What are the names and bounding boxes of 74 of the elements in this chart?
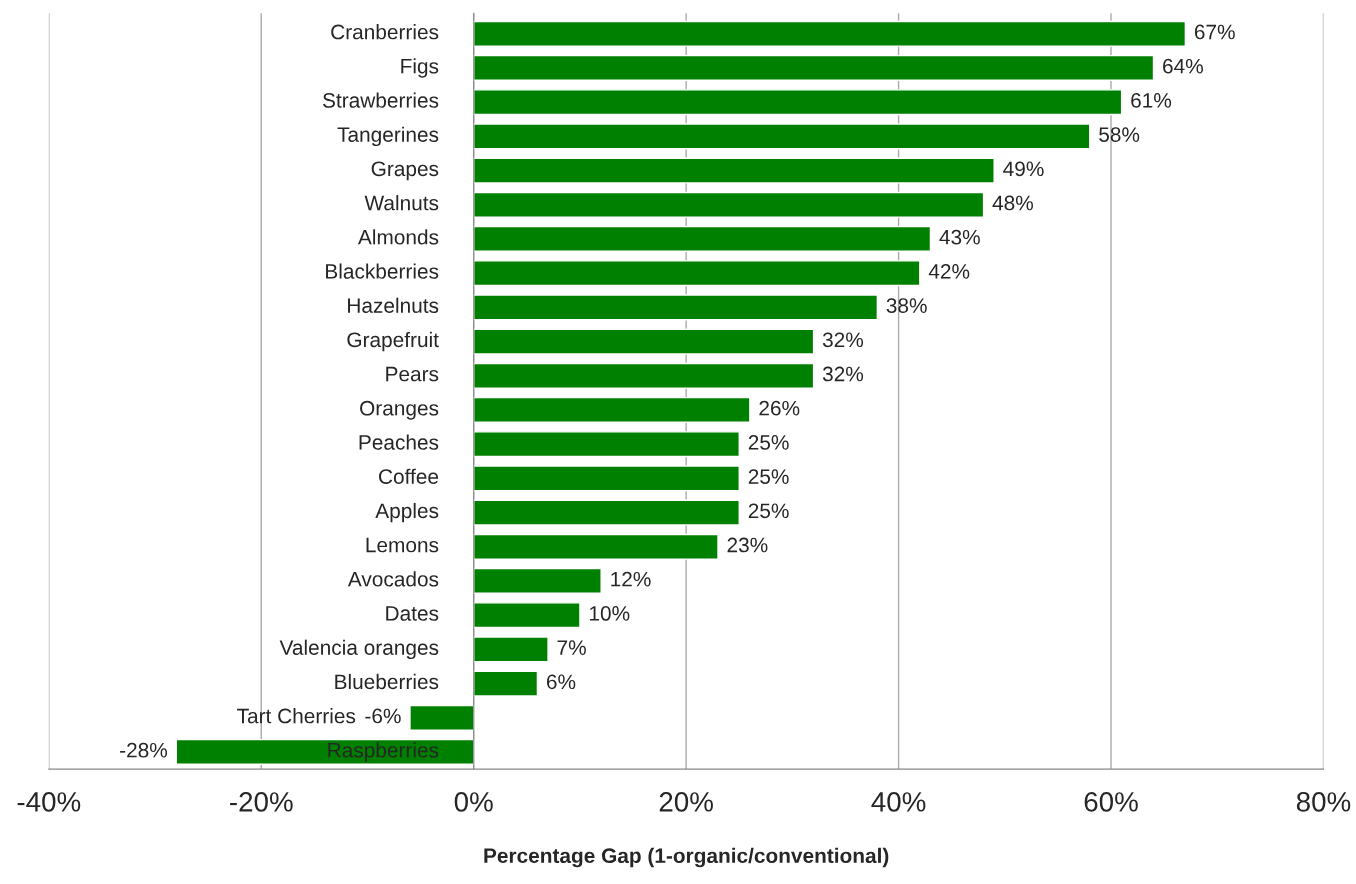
bar (473, 670, 539, 697)
x-axis-title: Percentage Gap (1-organic/conventional) (484, 847, 889, 868)
bar (473, 431, 740, 458)
data-label: 61% (1131, 93, 1172, 108)
data-label: 64% (1163, 58, 1203, 74)
bar (473, 20, 1187, 47)
bar (409, 704, 475, 731)
data-label: 43% (939, 229, 980, 245)
y-tick-label: Peaches (359, 434, 439, 450)
y-tick-label: Almonds (357, 229, 439, 245)
y-tick-label: Oranges (360, 400, 439, 420)
bar (473, 157, 995, 184)
y-tick-label: Tart Cherries (237, 708, 356, 724)
x-tick-label: 40% (871, 792, 926, 812)
data-label: 12% (611, 571, 651, 587)
x-tick-label: -40% (17, 792, 81, 812)
y-tick-label: Figs (401, 58, 439, 78)
data-label: -28% (120, 742, 168, 758)
y-tick-label: Grapefruit (347, 331, 439, 352)
data-label: 32% (822, 332, 864, 348)
y-tick-label: Grapes (371, 161, 439, 181)
bar (473, 54, 1155, 81)
data-label: 25% (748, 503, 789, 519)
y-tick-label: Walnuts (364, 195, 439, 211)
bar (473, 396, 751, 423)
x-tick-label: -20% (230, 792, 293, 812)
bar (473, 89, 1123, 116)
bar (473, 294, 879, 321)
bar (473, 499, 740, 526)
y-tick-label: Dates (386, 606, 439, 621)
data-label: 25% (748, 435, 789, 450)
bar (473, 362, 815, 389)
data-label: 58% (1099, 127, 1140, 142)
bar (473, 123, 1091, 150)
y-tick-label: Coffee (379, 468, 439, 484)
x-tick-label: 80% (1296, 792, 1351, 812)
data-label: 7% (557, 640, 586, 655)
bar (473, 465, 740, 492)
data-label: 67% (1194, 24, 1235, 40)
y-tick-label: Tangerines (337, 126, 439, 147)
y-tick-label: Pears (386, 366, 439, 382)
y-tick-label: Raspberries (328, 742, 439, 762)
data-label: 26% (759, 400, 800, 416)
y-tick-label: Blueberries (335, 673, 439, 690)
y-tick-label: Strawberries (322, 92, 439, 108)
y-tick-label: Lemons (366, 537, 439, 553)
bar (473, 260, 921, 287)
bar (473, 328, 815, 355)
bar (473, 636, 549, 663)
bar (473, 225, 932, 252)
data-label: 49% (1003, 161, 1044, 177)
y-tick-label: Cranberries (331, 24, 439, 40)
data-label: 38% (886, 298, 927, 313)
x-tick-label: 20% (659, 792, 713, 812)
data-label: 42% (928, 264, 970, 279)
data-label: 23% (727, 537, 768, 553)
y-tick-label: Hazelnuts (348, 297, 439, 313)
data-label: 6% (546, 674, 576, 690)
x-tick-label: 60% (1084, 792, 1138, 812)
bar (175, 738, 475, 765)
data-label: -6% (365, 708, 401, 724)
x-tick-label: 0% (454, 792, 493, 812)
y-tick-label: Avocados (347, 571, 439, 587)
data-label: 32% (822, 366, 864, 382)
bar (473, 602, 581, 629)
y-tick-label: Valencia oranges (279, 639, 439, 660)
data-label: 48% (992, 195, 1034, 211)
data-label: 25% (748, 469, 789, 484)
y-tick-label: Blackberries (326, 263, 439, 279)
data-label: 10% (590, 606, 630, 621)
y-tick-label: Apples (375, 502, 439, 523)
bar (473, 533, 719, 560)
bar (473, 191, 985, 218)
bar (473, 567, 602, 594)
